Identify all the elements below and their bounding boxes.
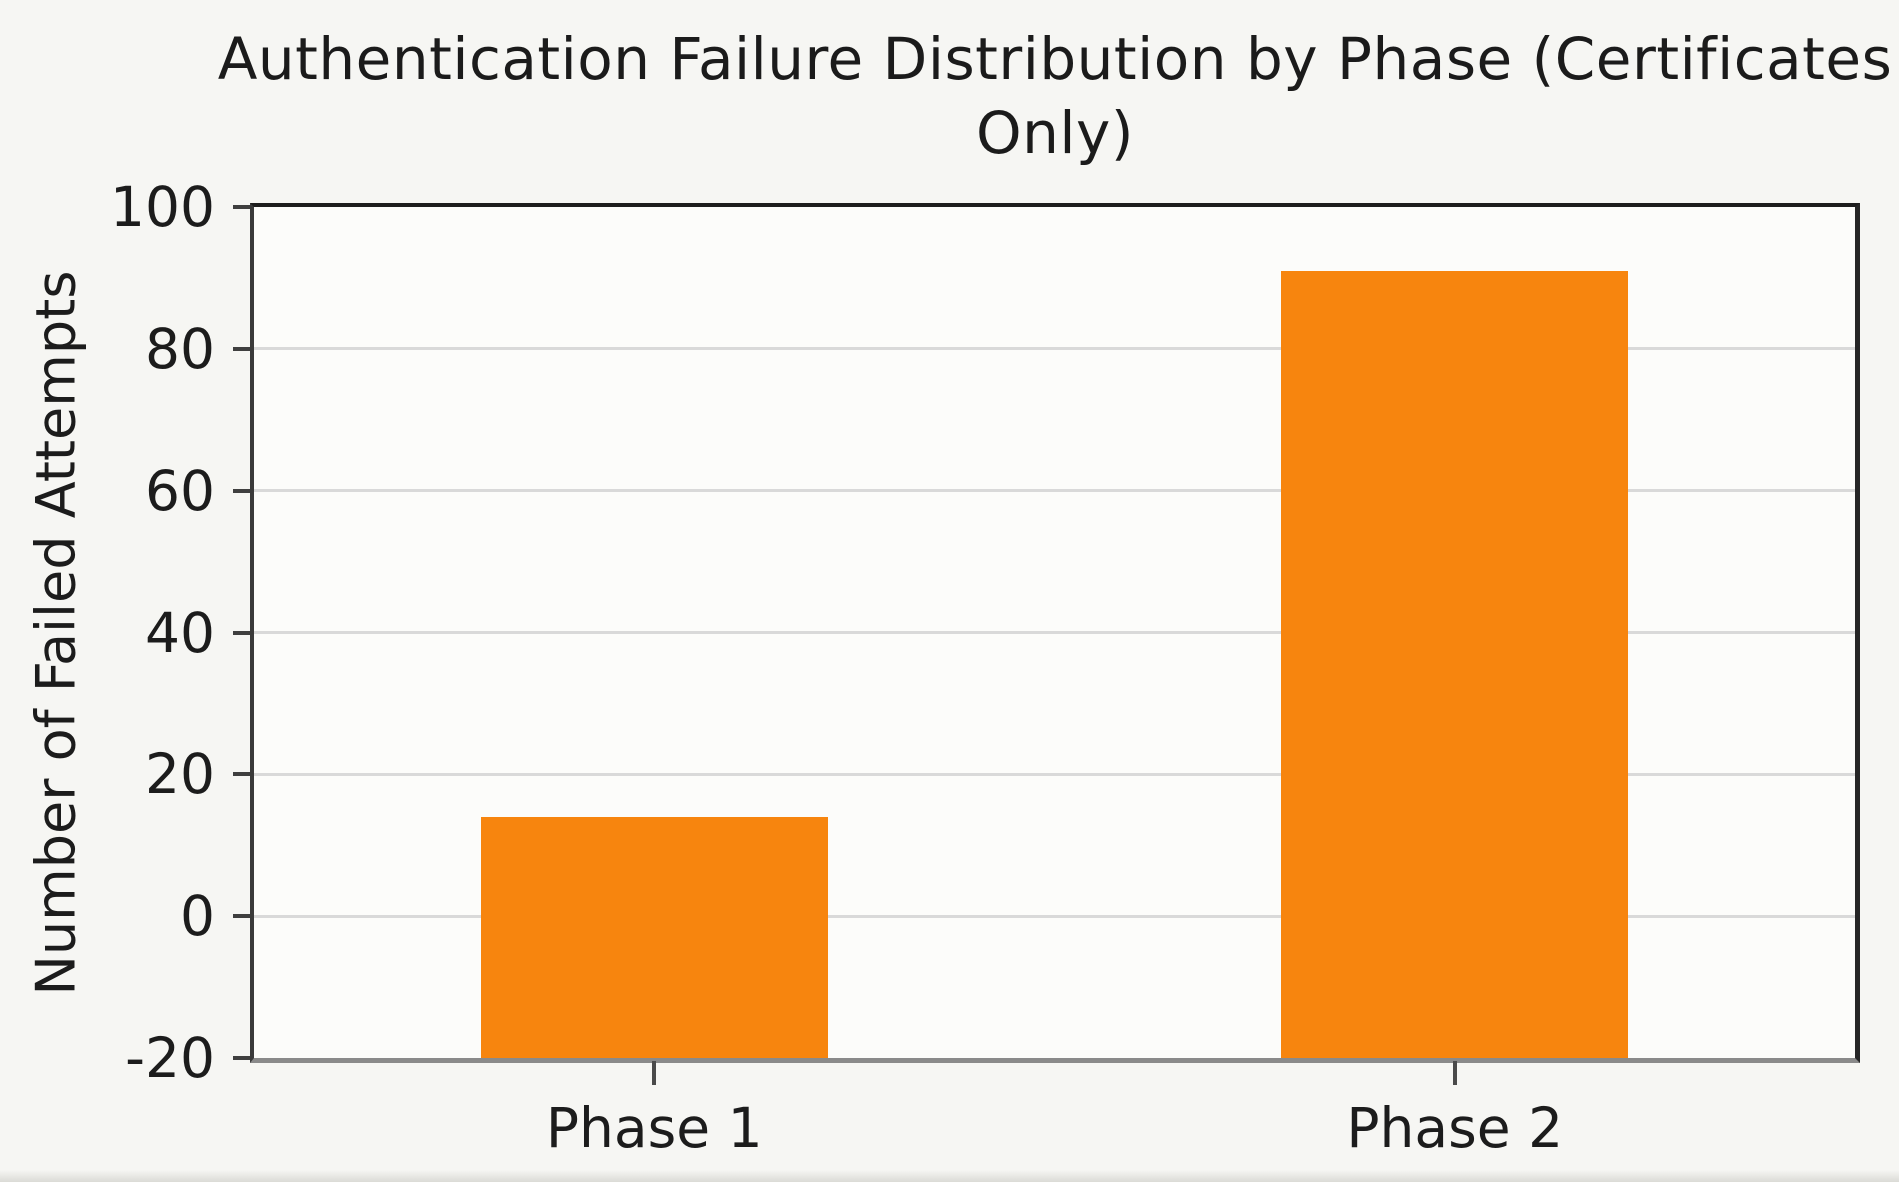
y-tick-mark-0 [233,914,250,919]
y-tick-mark-40 [233,630,250,635]
gridline-y-0 [254,914,1855,918]
bar-phase-2 [1281,270,1629,1058]
photo-edge-artifact [0,1170,1899,1182]
gridline-y-60 [254,489,1855,493]
chart-title: Authentication Failure Distribution by P… [170,22,1899,170]
x-tick-label-phase-2: Phase 2 [1346,1096,1564,1160]
y-tick-label-40: 40 [145,600,215,665]
y-tick-mark-80 [233,346,250,351]
y-tick-label-60: 60 [145,458,215,523]
y-tick-label-80: 80 [145,316,215,381]
bar-phase-1 [480,816,828,1058]
gridline-y-40 [254,631,1855,634]
gridline-y-20 [254,772,1855,776]
y-tick-mark-100 [233,205,250,209]
y-tick-label-100: 100 [110,175,215,239]
plot-area [250,203,1860,1063]
x-tick-mark-phase-2 [1452,1061,1457,1085]
y-tick-label-20: 20 [145,742,215,807]
gridline-y-80 [254,347,1855,351]
x-tick-label-phase-1: Phase 1 [545,1096,763,1160]
x-tick-mark-phase-1 [652,1061,657,1085]
y-tick-label--20: -20 [125,1026,215,1090]
chart-title-line2: Only) [976,99,1134,167]
y-tick-label-0: 0 [180,884,215,949]
y-tick-mark--20 [233,1056,250,1060]
y-tick-mark-20 [233,772,250,777]
y-tick-mark-60 [233,488,250,493]
chart-title-line1: Authentication Failure Distribution by P… [217,25,1893,93]
